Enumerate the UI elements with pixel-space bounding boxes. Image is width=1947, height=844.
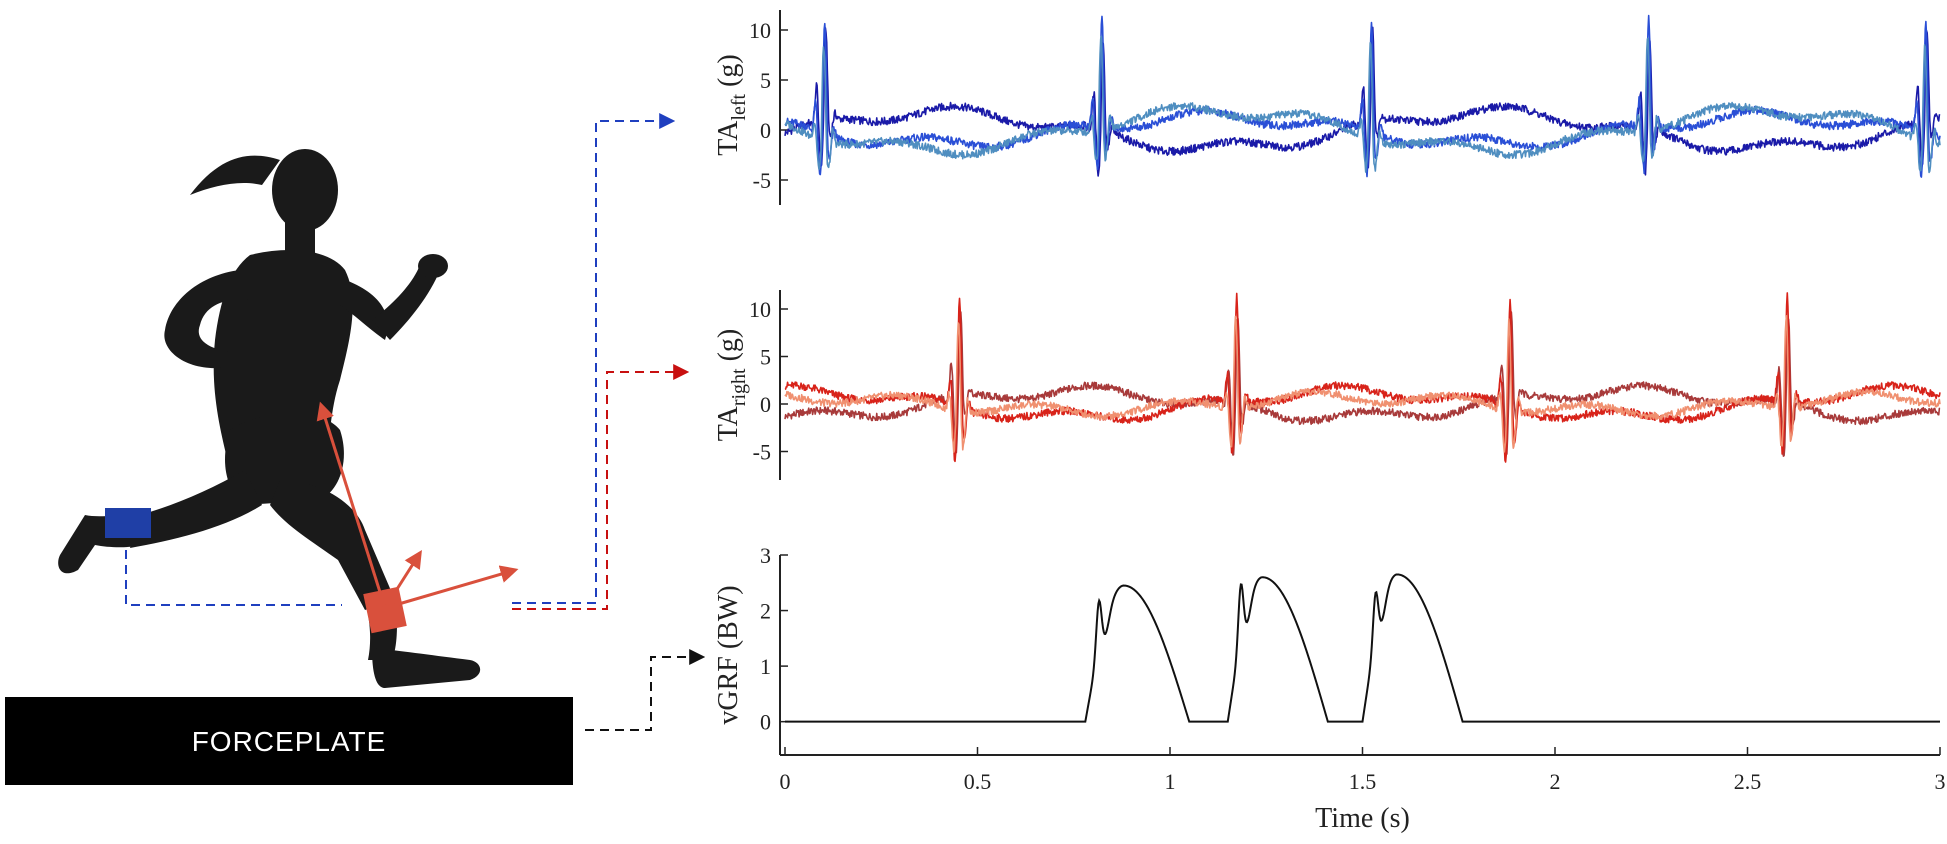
series-vgrf: [785, 573, 1940, 723]
x-tick-label: 2.5: [1734, 769, 1762, 794]
connector-left-to-plot: [512, 113, 676, 604]
runner-silhouette: [58, 149, 481, 688]
y-tick-label: -5: [753, 440, 771, 465]
y-tick-label: 0: [760, 118, 771, 143]
y-tick-label: 0: [760, 710, 771, 735]
forceplate-label: FORCEPLATE: [192, 726, 387, 757]
axis-arrow-up: [316, 401, 387, 609]
y-tick-label: 2: [760, 599, 771, 624]
x-tick-label: 1.5: [1349, 769, 1377, 794]
forceplate: [5, 697, 573, 785]
x-tick-label: 1: [1165, 769, 1176, 794]
x-axis-label: Time (s): [1315, 803, 1410, 834]
connector-right-to-plot: [512, 364, 690, 610]
connector-forceplate-to-plot: [585, 649, 706, 731]
y-tick-label: 5: [760, 68, 771, 93]
plot-vgrf: 3 2 1 0 vGRF (BW) 0 0.5 1 1.5 2 2.5 3 Time (s): [713, 543, 1946, 834]
series-ta-left-3: [784, 35, 1941, 174]
connector-left-sensor: [125, 550, 342, 606]
series-ta-right-2: [784, 292, 1941, 463]
x-tick-label: 2: [1550, 769, 1561, 794]
axis-arrow-diagonal: [383, 549, 422, 609]
x-tick-label: 3: [1935, 769, 1946, 794]
x-tick-label: 0: [780, 769, 791, 794]
y-tick-label: 3: [760, 543, 771, 568]
y-tick-label: 10: [749, 18, 771, 43]
sensor-left: [105, 508, 151, 538]
y-tick-label: 1: [760, 654, 771, 679]
y-axis-label: TAleft (g): [713, 54, 750, 155]
y-axis-label: TAright (g): [713, 329, 750, 442]
y-tick-label: -5: [753, 168, 771, 193]
y-tick-label: 5: [760, 345, 771, 370]
y-tick-label: 10: [749, 297, 771, 322]
series-ta-left-1: [784, 26, 1941, 177]
x-tick-label: 0.5: [964, 769, 992, 794]
y-axis-label: vGRF (BW): [713, 585, 744, 724]
series-ta-right-3: [784, 315, 1941, 453]
axis-arrow-forward: [384, 565, 519, 610]
y-tick-label: 0: [760, 392, 771, 417]
sensor-right: [363, 586, 407, 634]
